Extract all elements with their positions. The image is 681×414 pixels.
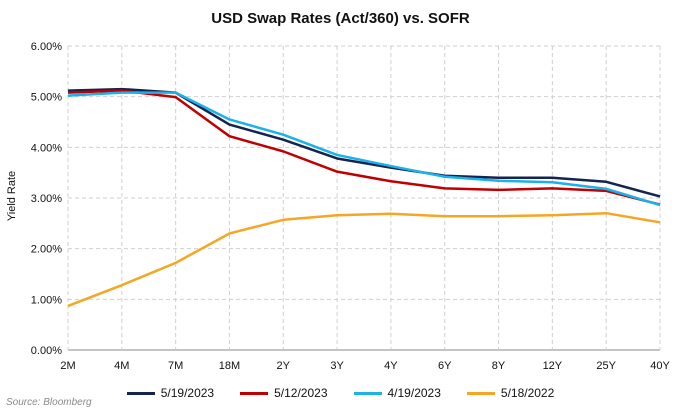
legend-label: 5/19/2023 (160, 386, 215, 400)
legend-item: 4/19/2023 (353, 386, 441, 400)
x-tick-label: 7M (168, 360, 183, 372)
y-tick-label: 0.00% (31, 345, 62, 357)
x-tick-label: 12Y (543, 360, 563, 372)
y-tick-label: 3.00% (31, 193, 62, 205)
series-line-5-18-2022 (67, 211, 661, 308)
legend-item: 5/19/2023 (126, 386, 215, 400)
y-tick-labels: 0.00% 1.00% 2.00% 3.00% 4.00% 5.00% 6.00% (31, 41, 62, 357)
series-line-5-12-2023 (67, 89, 661, 206)
series-line-5-19-2023 (67, 87, 661, 198)
legend-label: 5/18/2022 (500, 386, 555, 400)
source-note: Source: Bloomberg (6, 397, 92, 408)
legend-swatch (353, 391, 382, 395)
legend-label: 4/19/2023 (387, 386, 441, 400)
y-tick-label: 1.00% (31, 294, 62, 306)
x-tick-label: 8Y (492, 360, 506, 372)
legend-item: 5/12/2023 (240, 386, 328, 400)
x-tick-label: 40Y (650, 360, 670, 372)
x-tick-label: 3Y (330, 360, 344, 372)
legend-swatch (240, 391, 269, 395)
x-tick-label: 2M (60, 360, 75, 372)
legend-swatch (126, 391, 155, 395)
x-tick-label: 4Y (384, 360, 398, 372)
x-tick-label: 2Y (277, 360, 291, 372)
x-tick-label: 4M (114, 360, 129, 372)
legend-label: 5/12/2023 (274, 386, 328, 400)
x-tick-label: 18M (219, 360, 240, 372)
x-tick-label: 25Y (596, 360, 616, 372)
legend: 5/19/2023 5/12/2023 4/19/2023 5/18/2022 (0, 386, 681, 400)
y-tick-label: 6.00% (31, 41, 62, 53)
x-tick-labels: 2M 4M 7M 18M 2Y 3Y 4Y 6Y 8Y 12Y 25Y 40Y (60, 360, 670, 372)
chart-title: USD Swap Rates (Act/360) vs. SOFR (211, 10, 470, 27)
y-tick-label: 4.00% (31, 142, 62, 154)
series-lines (67, 87, 661, 308)
y-tick-label: 2.00% (31, 244, 62, 256)
series-line-4-19-2023 (67, 91, 661, 207)
y-tick-label: 5.00% (31, 92, 62, 104)
legend-swatch (466, 391, 495, 395)
legend-item: 5/18/2022 (466, 386, 555, 400)
x-tick-label: 6Y (438, 360, 452, 372)
